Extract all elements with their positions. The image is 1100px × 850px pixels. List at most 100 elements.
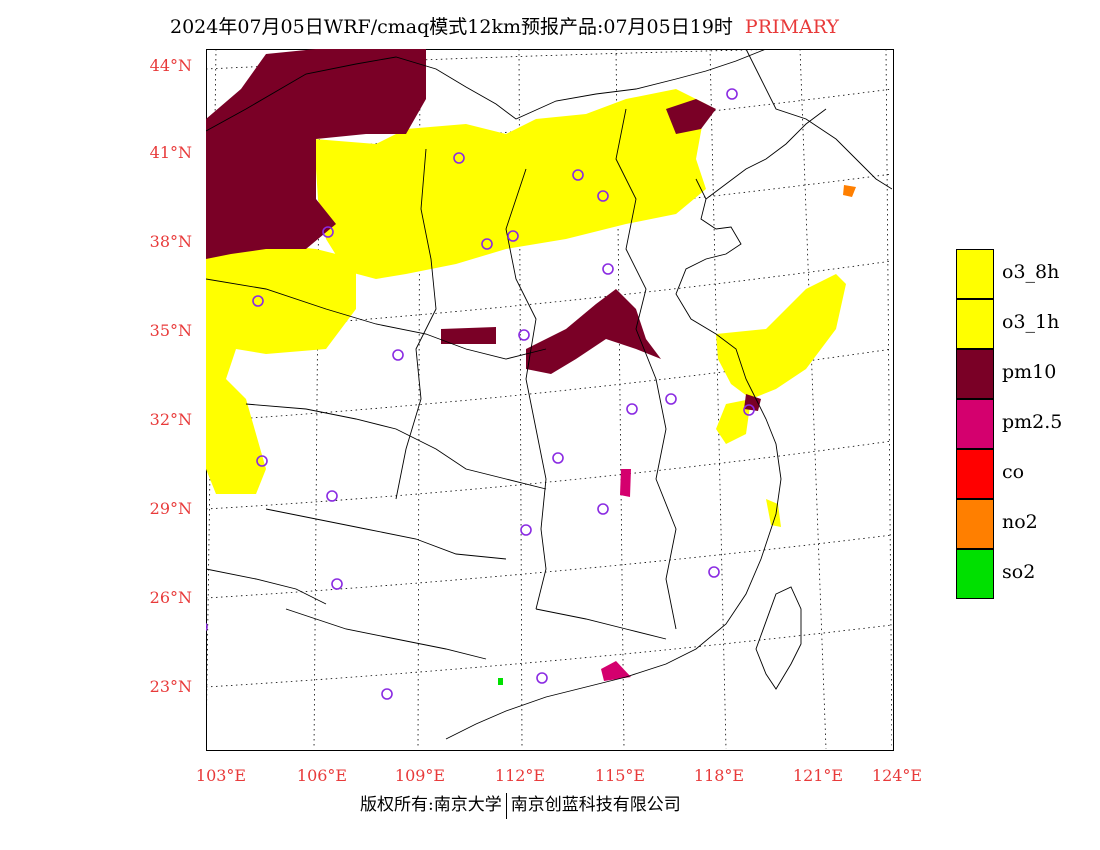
station-marker <box>520 524 532 536</box>
station-marker <box>206 622 208 632</box>
station-marker <box>381 688 393 700</box>
legend-swatch <box>956 299 994 349</box>
pm10-band-middle <box>441 327 496 344</box>
station-marker <box>326 490 338 502</box>
lat-label-23n: 23°N <box>149 677 192 696</box>
national-border-north <box>206 49 767 132</box>
parallel-35n <box>206 260 892 332</box>
pm10-ne-patch <box>666 99 716 134</box>
parallel-26n <box>206 534 892 599</box>
legend-label: so2 <box>1002 561 1036 583</box>
lon-label-106e: 106°E <box>296 766 348 785</box>
province-line-2 <box>245 403 547 490</box>
taiwan-outline <box>755 586 802 690</box>
pollution-fields <box>206 49 856 685</box>
station-marker <box>252 295 264 307</box>
coastline-bohai <box>445 178 782 740</box>
legend-item-co: co <box>956 449 1100 499</box>
legend-swatch <box>956 449 994 499</box>
lat-label-41n: 41°N <box>149 143 192 162</box>
parallel-41n <box>206 88 892 157</box>
lon-label-109e: 109°E <box>394 766 446 785</box>
parallel-23n <box>206 624 892 688</box>
lat-label-29n: 29°N <box>149 499 192 518</box>
legend-label: o3_8h <box>1002 261 1060 283</box>
station-marker <box>552 452 564 464</box>
pollution-map <box>206 49 892 749</box>
legend-item-no2: no2 <box>956 499 1100 549</box>
legend-item-o3-1h: o3_1h <box>956 299 1100 349</box>
map-title: 2024年07月05日WRF/cmaq模式12km预报产品:07月05日19时 P… <box>170 12 930 42</box>
lon-label-112e: 112°E <box>494 766 546 785</box>
province-line-4 <box>285 608 487 660</box>
boundary-lines <box>206 49 892 740</box>
station-marker <box>453 152 465 164</box>
legend-item-pm25: pm2.5 <box>956 399 1100 449</box>
lat-label-44n: 44°N <box>149 56 192 75</box>
pm10-region-central <box>526 289 661 374</box>
meridian-112e <box>518 49 523 749</box>
meridian-121e <box>799 49 827 749</box>
parallel-38n <box>206 173 892 244</box>
legend-label: no2 <box>1002 511 1038 533</box>
legend-item-o3-8h: o3_8h <box>956 249 1100 299</box>
meridian-124e <box>885 49 892 749</box>
pm25-south-patch <box>601 661 631 681</box>
legend-swatch <box>956 399 994 449</box>
station-marker <box>518 329 530 341</box>
copyright-left: 版权所有:南京大学 <box>360 795 502 815</box>
footer-separator <box>505 792 507 819</box>
lon-label-103e: 103°E <box>195 766 247 785</box>
legend-item-so2: so2 <box>956 549 1100 599</box>
legend-swatch <box>956 349 994 399</box>
station-marker <box>392 349 404 361</box>
lat-label-32n: 32°N <box>149 410 192 429</box>
station-markers <box>206 88 755 700</box>
copyright-right: 南京创蓝科技有限公司 <box>510 795 681 815</box>
copyright-footer: 版权所有:南京大学 南京创蓝科技有限公司 <box>360 790 681 819</box>
o3-region-east <box>716 274 846 399</box>
pm10-region-northwest <box>206 49 426 259</box>
station-marker <box>708 566 720 578</box>
lon-label-124e: 124°E <box>871 766 923 785</box>
status-label: PRIMARY <box>744 16 839 38</box>
o3-region-west <box>206 244 356 494</box>
legend-swatch <box>956 549 994 599</box>
station-marker <box>726 88 738 100</box>
no2-patch <box>843 185 856 197</box>
station-marker <box>536 672 548 684</box>
meridian-109e <box>417 49 421 749</box>
legend-item-pm10: pm10 <box>956 349 1100 399</box>
station-marker <box>331 578 343 590</box>
pm10-east-patch <box>744 394 761 411</box>
station-marker <box>602 263 614 275</box>
legend-label: pm2.5 <box>1002 411 1063 433</box>
parallel-29n <box>206 440 892 510</box>
legend-label: co <box>1002 461 1025 483</box>
lon-label-121e: 121°E <box>792 766 844 785</box>
province-line-10 <box>535 608 667 640</box>
meridian-106e <box>313 49 321 749</box>
o3-coast-strip <box>716 399 751 444</box>
o3-region-north <box>314 89 706 279</box>
station-marker <box>665 393 677 405</box>
meridian-118e <box>709 49 727 749</box>
station-marker <box>626 403 638 415</box>
station-marker <box>481 238 493 250</box>
coastline-liaodong <box>705 108 827 200</box>
so2-patch <box>498 678 503 685</box>
lat-label-38n: 38°N <box>149 232 192 251</box>
province-line-1 <box>206 278 547 360</box>
province-line-7 <box>615 108 677 630</box>
station-marker <box>507 230 519 242</box>
station-marker <box>743 404 755 416</box>
meridian-115e <box>615 49 625 749</box>
province-line-5 <box>395 148 437 500</box>
station-marker <box>322 226 334 238</box>
province-line-3 <box>265 508 507 560</box>
station-marker <box>597 190 609 202</box>
legend-label: o3_1h <box>1002 311 1060 333</box>
lon-label-115e: 115°E <box>594 766 646 785</box>
legend-swatch <box>956 499 994 549</box>
legend-swatch <box>956 249 994 299</box>
